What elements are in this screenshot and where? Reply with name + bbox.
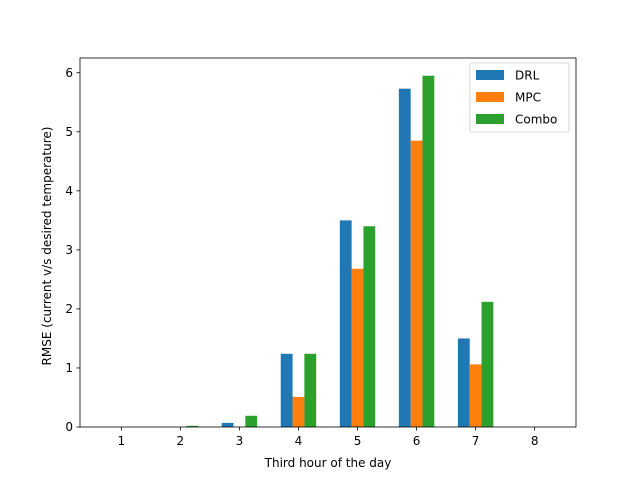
x-tick-label: 7 (472, 434, 480, 448)
y-tick-label: 3 (65, 243, 73, 257)
legend: DRL MPC Combo (469, 62, 570, 133)
x-axis-label: Third hour of the day (264, 456, 392, 470)
y-ticks-group: 0 1 2 3 4 5 6 (65, 66, 80, 434)
y-tick-label: 5 (65, 125, 73, 139)
legend-swatch-mpc (476, 92, 504, 102)
y-tick-label: 6 (65, 66, 73, 80)
x-tick-label: 1 (118, 434, 126, 448)
legend-label-mpc: MPC (515, 91, 541, 105)
bar-mpc-4 (292, 396, 305, 427)
bar-mpc-6 (410, 140, 423, 427)
legend-swatch-combo (476, 114, 504, 124)
x-tick-label: 8 (531, 434, 539, 448)
bars-group (186, 75, 494, 427)
bar-mpc-5 (351, 268, 364, 427)
bar-combo-3 (245, 415, 258, 427)
x-tick-label: 3 (236, 434, 244, 448)
axes-frame (79, 57, 577, 428)
bar-combo-6 (422, 75, 435, 427)
y-tick-label: 4 (65, 184, 73, 198)
bar-drl-4 (280, 353, 293, 427)
legend-label-drl: DRL (515, 69, 540, 83)
x-tick-label: 6 (413, 434, 421, 448)
bar-drl-6 (398, 88, 411, 427)
bar-drl-7 (457, 338, 470, 427)
y-tick-label: 0 (65, 420, 73, 434)
bar-combo-2 (186, 425, 199, 427)
bar-combo-4 (304, 353, 317, 427)
bar-combo-7 (481, 301, 494, 427)
y-tick-label: 2 (65, 302, 73, 316)
bar-combo-5 (363, 226, 376, 427)
x-tick-label: 2 (177, 434, 185, 448)
bar-drl-3 (221, 422, 234, 427)
legend-label-combo: Combo (515, 113, 557, 127)
x-ticks-group: 1 2 3 4 5 6 7 8 (118, 427, 539, 448)
x-tick-label: 4 (295, 434, 303, 448)
y-tick-label: 1 (65, 361, 73, 375)
bar-mpc-7 (469, 364, 482, 427)
bar-drl-5 (339, 220, 352, 427)
legend-swatch-drl (476, 70, 504, 80)
axes-group (79, 57, 577, 428)
y-axis-label: RMSE (current v/s desired temperature) (40, 127, 54, 366)
x-tick-label: 5 (354, 434, 362, 448)
